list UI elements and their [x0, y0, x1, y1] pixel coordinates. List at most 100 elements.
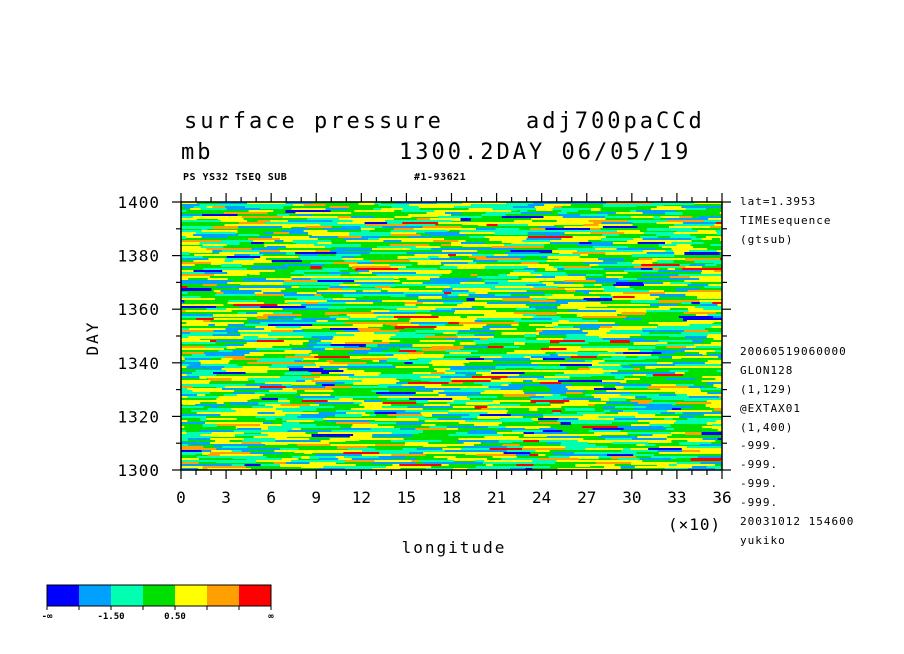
- heatmap-cell: [341, 288, 383, 290]
- colorbar-swatch: [239, 585, 271, 606]
- heatmap-cell: [675, 372, 685, 374]
- heatmap-cell: [258, 236, 273, 239]
- heatmap-cell: [617, 426, 664, 429]
- heatmap-cell: [707, 392, 722, 394]
- heatmap-cell: [514, 350, 544, 352]
- heatmap-cell: [235, 410, 272, 412]
- heatmap-cell: [454, 310, 497, 312]
- heatmap-cell: [697, 296, 722, 299]
- heatmap-cell: [464, 284, 499, 286]
- heatmap-cell: [433, 368, 451, 370]
- heatmap-cell: [615, 352, 624, 354]
- heatmap-cell: [520, 212, 552, 214]
- heatmap-cell: [689, 264, 705, 266]
- heatmap-cell: [467, 396, 498, 398]
- heatmap-cell: [261, 358, 304, 361]
- heatmap-cell: [676, 244, 691, 246]
- heatmap-cell: [261, 290, 281, 292]
- heatmap-cell: [600, 398, 610, 401]
- heatmap-cell: [555, 276, 586, 279]
- heatmap-cell: [360, 358, 388, 360]
- heatmap-cell: [181, 246, 201, 248]
- heatmap-cell: [405, 294, 448, 297]
- heatmap-cell: [309, 404, 319, 406]
- heatmap-cell: [690, 458, 722, 461]
- heatmap-cell: [408, 236, 432, 238]
- heatmap-cell: [264, 222, 309, 224]
- heatmap-cell: [222, 270, 247, 273]
- heatmap-cell: [706, 466, 722, 469]
- heatmap-cell: [590, 232, 625, 234]
- heatmap-cell: [232, 314, 264, 317]
- heatmap-cell: [203, 320, 211, 322]
- heatmap-cell: [309, 236, 339, 238]
- heatmap-cell: [314, 362, 330, 364]
- heatmap-cell: [506, 352, 516, 355]
- heatmap-cell: [651, 398, 685, 400]
- heatmap-cell: [687, 418, 721, 420]
- variable-subtitle: PS YS32 TSEQ SUB: [183, 172, 288, 183]
- heatmap-cell: [688, 396, 720, 398]
- info-missing-3: -999.: [740, 477, 779, 490]
- heatmap-cell: [701, 310, 722, 312]
- heatmap-cell: [181, 248, 207, 251]
- heatmap-cell: [320, 426, 340, 428]
- heatmap-cell: [436, 370, 446, 373]
- heatmap-cell: [171, 346, 177, 349]
- heatmap-cell: [611, 442, 648, 444]
- heatmap-cell: [351, 426, 395, 429]
- heatmap-cell: [467, 316, 510, 318]
- heatmap-cell: [182, 460, 200, 462]
- heatmap-cell: [485, 312, 514, 315]
- heatmap-cell: [509, 316, 534, 318]
- heatmap-cell: [484, 280, 508, 282]
- heatmap-cell: [430, 218, 461, 221]
- heatmap-cell: [491, 246, 503, 248]
- heatmap-cell: [231, 252, 260, 255]
- heatmap-cell: [257, 220, 271, 222]
- heatmap-cell: [376, 392, 416, 394]
- heatmap-cell: [206, 376, 233, 378]
- heatmap-cell: [411, 378, 421, 380]
- y-tick-label: 1300: [117, 461, 160, 480]
- heatmap-cell: [634, 408, 672, 410]
- heatmap-cell: [502, 246, 544, 248]
- heatmap-cell: [271, 330, 294, 332]
- heatmap-cell: [697, 456, 722, 458]
- heatmap-cell: [556, 460, 601, 462]
- heatmap-cell: [521, 262, 539, 265]
- heatmap-cell: [282, 426, 321, 428]
- heatmap-cell: [614, 376, 625, 379]
- heatmap-cell: [181, 390, 185, 392]
- heatmap-cell: [335, 456, 345, 458]
- heatmap-cell: [546, 386, 566, 388]
- heatmap-cell: [513, 340, 551, 343]
- heatmap-cell: [296, 380, 306, 382]
- heatmap-cell: [398, 276, 440, 278]
- heatmap-cell: [228, 300, 258, 302]
- heatmap-cell: [215, 286, 257, 288]
- heatmap-cell: [202, 284, 217, 286]
- heatmap-cell: [338, 458, 352, 460]
- heatmap-cell: [702, 438, 718, 440]
- heatmap-cell: [469, 360, 493, 362]
- heatmap-cell: [641, 274, 679, 276]
- heatmap-cell: [347, 364, 393, 366]
- heatmap-cell: [604, 410, 611, 412]
- heatmap-cell: [672, 250, 690, 252]
- heatmap-cell: [597, 212, 616, 214]
- heatmap-cell: [613, 296, 635, 299]
- heatmap-cell: [283, 340, 309, 342]
- heatmap-cell: [642, 330, 684, 332]
- heatmap-cell: [331, 342, 345, 344]
- x-tick-label: 3: [221, 488, 231, 507]
- heatmap-cell: [397, 324, 419, 327]
- heatmap-cell: [687, 290, 722, 293]
- heatmap-cell: [211, 406, 218, 409]
- heatmap-cell: [360, 284, 395, 287]
- heatmap-cell: [318, 412, 346, 414]
- colorbar-label: 0.50: [164, 612, 186, 622]
- heatmap-cell: [475, 466, 513, 468]
- heatmap-cell: [452, 288, 491, 290]
- heatmap-cell: [639, 350, 653, 353]
